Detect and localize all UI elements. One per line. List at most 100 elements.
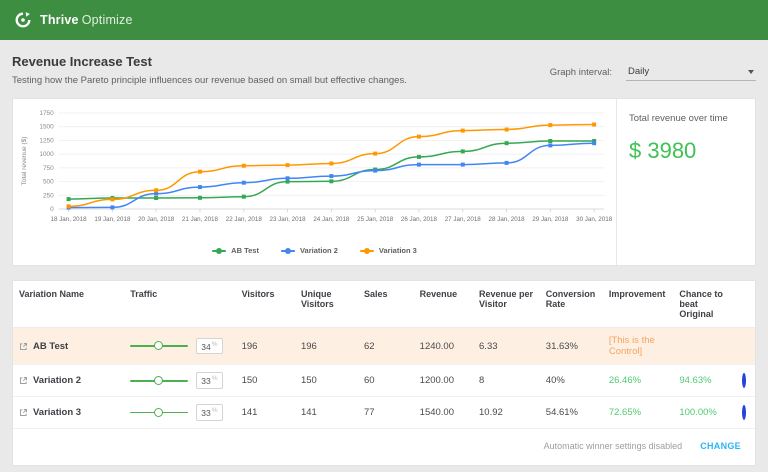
unique-visitors-value: 196 [294, 327, 359, 365]
graph-interval-label: Graph interval: [549, 67, 612, 78]
visitors-value: 150 [235, 364, 295, 397]
column-header: Improvement [602, 281, 674, 328]
improvement-value: 26.46% [602, 364, 674, 397]
chance-to-beat-value [673, 327, 737, 365]
svg-text:0: 0 [50, 206, 54, 213]
revenue-per-visitor-value: 10.92 [473, 396, 540, 429]
table-footer: Automatic winner settings disabled CHANG… [13, 429, 755, 465]
svg-text:1500: 1500 [39, 124, 54, 131]
chart-area: 0 250 500 750 1000 1250 1500 1750 18 Jan, 2018 19… [13, 99, 617, 265]
legend-item: Variation 3 [359, 246, 417, 255]
svg-text:500: 500 [43, 179, 54, 186]
traffic-slider[interactable] [130, 407, 189, 417]
traffic-slider[interactable] [130, 341, 189, 351]
column-header: Variation Name [13, 281, 125, 328]
conversion-rate-value: 31.63% [539, 327, 603, 365]
page-subtitle: Testing how the Pareto principle influen… [12, 75, 407, 86]
brand-title: Thrive Optimize [40, 13, 133, 27]
sales-value: 62 [358, 327, 414, 365]
sales-value: 77 [358, 396, 414, 429]
svg-text:23 Jan, 2018: 23 Jan, 2018 [269, 216, 306, 223]
variation-name[interactable]: Variation 3 [19, 407, 118, 418]
svg-text:1250: 1250 [39, 137, 54, 144]
auto-winner-status: Automatic winner settings disabled [543, 440, 683, 451]
svg-text:20 Jan, 2018: 20 Jan, 2018 [138, 216, 175, 223]
change-link[interactable]: CHANGE [700, 440, 741, 451]
visitors-value: 196 [235, 327, 295, 365]
revenue-per-visitor-value: 6.33 [473, 327, 540, 365]
revenue-value: 1240.00 [413, 327, 474, 365]
legend-item: Variation 2 [280, 246, 338, 255]
improvement-value: 72.65% [602, 396, 674, 429]
svg-text:28 Jan, 2018: 28 Jan, 2018 [489, 216, 526, 223]
unique-visitors-value: 141 [294, 396, 359, 429]
traffic-input[interactable]: 33% [196, 372, 223, 389]
total-revenue-title: Total revenue over time [629, 113, 728, 124]
chance-to-beat-value: 100.00% [673, 396, 737, 429]
svg-text:22 Jan, 2018: 22 Jan, 2018 [226, 216, 263, 223]
sales-value: 60 [358, 364, 414, 397]
column-header-actions [736, 281, 755, 328]
unique-visitors-value: 150 [294, 364, 359, 397]
svg-text:750: 750 [43, 165, 54, 172]
revenue-value: 1200.00 [413, 364, 474, 397]
graph-interval-value: Daily [628, 66, 650, 77]
conversion-rate-value: 54.61% [539, 396, 603, 429]
table-row: AB Test 34% 196 196 62 1240.00 6.33 31.6… [13, 327, 755, 365]
svg-text:1000: 1000 [39, 151, 54, 158]
total-revenue-panel: Total revenue over time $ 3980 [617, 99, 755, 265]
conversion-rate-value: 40% [539, 364, 603, 397]
column-header: Traffic [124, 281, 236, 328]
improvement-value: [This is the Control] [602, 327, 674, 365]
chance-to-beat-value: 94.63% [673, 364, 737, 397]
thrive-logo-icon [15, 12, 31, 28]
winner-settings-icon[interactable] [742, 372, 747, 388]
svg-text:26 Jan, 2018: 26 Jan, 2018 [401, 216, 438, 223]
svg-text:29 Jan, 2018: 29 Jan, 2018 [532, 216, 569, 223]
traffic-input[interactable]: 34% [196, 337, 223, 355]
chevron-down-icon [748, 69, 754, 74]
column-header: Chance to beat Original [673, 281, 737, 328]
column-header: Revenue per Visitor [473, 281, 540, 328]
svg-text:19 Jan, 2018: 19 Jan, 2018 [94, 216, 131, 223]
variations-table-card: Variation Name Traffic Visitors Unique Visi… [12, 280, 756, 466]
svg-text:24 Jan, 2018: 24 Jan, 2018 [313, 216, 350, 223]
external-link-icon [20, 342, 27, 350]
traffic-slider[interactable] [130, 375, 189, 385]
graph-interval-control: Graph interval: Daily [550, 64, 756, 81]
svg-text:25 Jan, 2018: 25 Jan, 2018 [357, 216, 394, 223]
table-header-row: Variation Name Traffic Visitors Unique Visi… [13, 281, 755, 328]
graph-interval-select[interactable]: Daily [626, 64, 756, 81]
bottom-action-bar: « BACK TO PAGE SETTINGS STOP TEST AND CH… [12, 466, 756, 472]
column-header: Sales [358, 281, 414, 328]
app-header: Thrive Optimize [0, 0, 768, 40]
svg-text:27 Jan, 2018: 27 Jan, 2018 [445, 216, 482, 223]
column-header: Conversion Rate [539, 281, 603, 328]
revenue-line-chart: 0 250 500 750 1000 1250 1500 1750 18 Jan, 2018 19… [21, 110, 613, 223]
variation-name[interactable]: Variation 2 [19, 375, 118, 386]
column-header: Visitors [235, 281, 295, 328]
svg-text:18 Jan, 2018: 18 Jan, 2018 [51, 216, 88, 223]
revenue-per-visitor-value: 8 [473, 364, 540, 397]
winner-settings-icon[interactable] [742, 404, 747, 420]
page-title: Revenue Increase Test [12, 54, 152, 69]
total-revenue-amount: $ 3980 [629, 138, 697, 163]
visitors-value: 141 [235, 396, 295, 429]
variations-table: Variation Name Traffic Visitors Unique Visi… [13, 281, 755, 429]
legend-item: AB Test [212, 246, 259, 255]
column-header: Unique Visitors [294, 281, 359, 328]
table-row: Variation 2 33% 150 150 60 1200.00 8 40%… [13, 364, 755, 397]
svg-text:Total revenue ($): Total revenue ($) [21, 137, 28, 186]
external-link-icon [20, 408, 27, 416]
revenue-chart-card: 0 250 500 750 1000 1250 1500 1750 18 Jan, 2018 19… [12, 98, 756, 266]
chart-legend: AB Test Variation 2 Variation 3 [17, 244, 612, 261]
external-link-icon [20, 376, 27, 384]
svg-text:30 Jan, 2018: 30 Jan, 2018 [576, 216, 612, 223]
column-header: Revenue [413, 281, 474, 328]
revenue-value: 1540.00 [413, 396, 474, 429]
traffic-input[interactable]: 33% [196, 403, 223, 421]
table-row: Variation 3 33% 141 141 77 1540.00 10.92… [13, 396, 755, 429]
svg-text:1750: 1750 [39, 110, 54, 117]
variation-name[interactable]: AB Test [19, 341, 118, 352]
svg-text:250: 250 [43, 192, 54, 199]
